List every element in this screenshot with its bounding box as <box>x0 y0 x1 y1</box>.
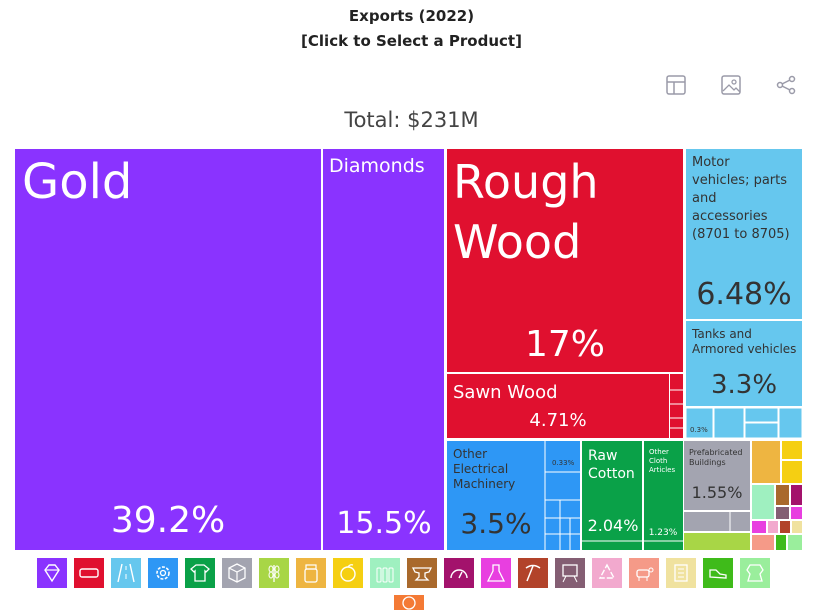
tile-value: 3.5% <box>460 507 531 540</box>
tile-value: 2.04% <box>588 516 639 535</box>
tile-label: Wood <box>453 215 581 269</box>
tile-label: Rough <box>453 155 599 209</box>
table-icon[interactable] <box>665 74 687 100</box>
treemap-tile-other-electrical[interactable]: Other Electrical Machinery 3.5% 0.33% <box>447 441 580 550</box>
tile-value: 15.5% <box>336 506 431 541</box>
orange-icon[interactable] <box>333 558 363 588</box>
share-icon[interactable] <box>775 74 797 100</box>
recycle-icon[interactable] <box>592 558 622 588</box>
tile-value: 3.3% <box>711 370 777 400</box>
box-icon[interactable] <box>222 558 252 588</box>
pickaxe-icon[interactable] <box>518 558 548 588</box>
treemap-tile-gold[interactable]: Gold 39.2% <box>15 149 321 550</box>
tile-value: 1.55% <box>692 483 743 502</box>
tile-label: Gold <box>22 154 132 210</box>
treemap-tile-motor-vehicles[interactable]: Motor vehicles; parts and accessories (8… <box>686 149 802 319</box>
treemap-tile-tanks[interactable]: Tanks and Armored vehicles 3.3% <box>686 321 802 406</box>
tile-label: Diamonds <box>329 155 425 177</box>
treemap-tile-diamonds[interactable]: Diamonds 15.5% <box>323 149 444 550</box>
treemap-tile-prefab-buildings[interactable]: Prefabricated Buildings 1.55% <box>684 441 750 550</box>
leather-icon[interactable] <box>740 558 770 588</box>
total-label: Total: $231M <box>344 108 479 132</box>
easel-icon[interactable] <box>555 558 585 588</box>
misc-icon[interactable] <box>394 595 424 610</box>
shoe-icon[interactable] <box>703 558 733 588</box>
anvil-icon[interactable] <box>407 558 437 588</box>
bottles-icon[interactable] <box>370 558 400 588</box>
tile-value: 39.2% <box>111 500 225 541</box>
treemap-tile-sawn-wood[interactable]: Sawn Wood 4.71% <box>447 374 683 438</box>
cow-icon[interactable] <box>629 558 659 588</box>
tile-value: 6.48% <box>696 277 791 312</box>
tile-label: Other Electrical Machinery <box>453 447 515 491</box>
tag-icon[interactable] <box>74 558 104 588</box>
treemap-tile-rough-wood[interactable]: Rough Wood 17% <box>447 149 683 372</box>
tile-label: Other Cloth Articles <box>649 448 675 474</box>
treemap-small-tiles[interactable] <box>752 441 802 550</box>
flask-icon[interactable] <box>481 558 511 588</box>
image-icon[interactable] <box>720 74 742 100</box>
tile-label: Tanks and Armored vehicles <box>691 327 796 356</box>
treemap-tile-small-vehicles[interactable]: 0.3% <box>685 407 803 439</box>
tile-label: Motor vehicles; parts and accessories (8… <box>692 155 791 242</box>
treemap-tile-other-cloth[interactable]: Other Cloth Articles 1.23% <box>644 441 683 550</box>
diamond-icon[interactable] <box>37 558 67 588</box>
tile-label: Raw Cotton <box>588 448 635 482</box>
tile-value: 1.23% <box>649 528 678 538</box>
tile-label: Sawn Wood <box>453 382 558 403</box>
chart-title: Exports (2022) <box>348 7 475 25</box>
tile-value: 17% <box>525 324 605 365</box>
gear-icon[interactable] <box>148 558 178 588</box>
wheat-icon[interactable] <box>259 558 289 588</box>
tile-value: 4.71% <box>529 410 586 431</box>
chart-subtitle[interactable]: [Click to Select a Product] <box>301 32 522 50</box>
tile-label: Prefabricated Buildings <box>689 448 745 467</box>
jar-icon[interactable] <box>296 558 326 588</box>
gauge-icon[interactable] <box>444 558 474 588</box>
scroll-icon[interactable] <box>666 558 696 588</box>
shirt-icon[interactable] <box>185 558 215 588</box>
tile-value: 0.33% <box>552 459 575 467</box>
treemap-tile-raw-cotton[interactable]: Raw Cotton 2.04% <box>582 441 642 550</box>
road-icon[interactable] <box>111 558 141 588</box>
tile-value: 0.3% <box>690 426 708 434</box>
